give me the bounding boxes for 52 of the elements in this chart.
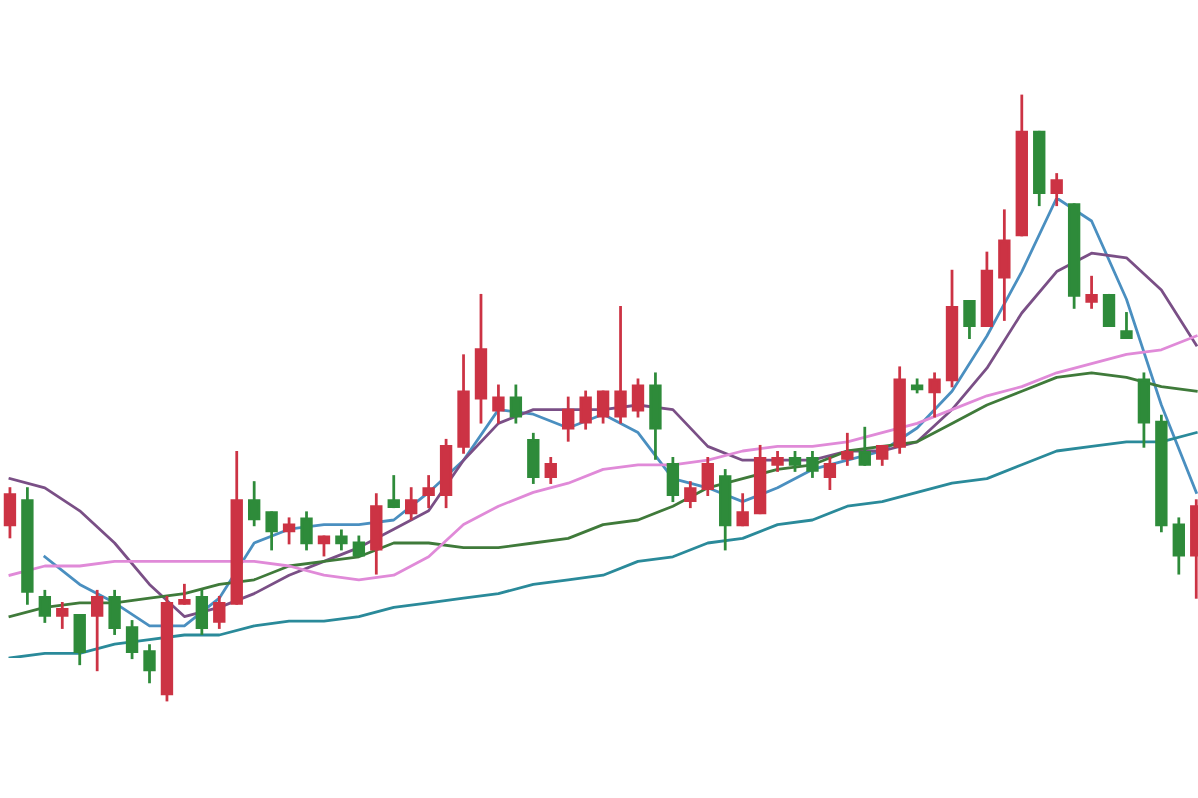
candlestick <box>125 620 139 660</box>
candlestick <box>335 529 348 551</box>
candlestick <box>1102 293 1116 327</box>
candlestick <box>736 493 749 527</box>
candlestick <box>509 384 523 424</box>
candlestick <box>684 481 697 509</box>
candlestick <box>387 475 400 509</box>
candlestick <box>422 475 435 509</box>
candlestick <box>352 535 366 557</box>
candlestick <box>248 481 261 527</box>
candlestick <box>562 396 575 442</box>
candlestick <box>143 644 156 684</box>
candlestick <box>1050 173 1063 207</box>
candlestick <box>317 535 331 557</box>
candlestick <box>788 450 802 472</box>
candlestick <box>858 426 871 466</box>
candlestick <box>1137 372 1151 448</box>
candlestick <box>178 583 191 605</box>
candlestick <box>631 378 645 418</box>
candlestick <box>1172 517 1185 575</box>
candlestick <box>614 306 627 424</box>
candlestick <box>405 487 418 521</box>
candlestick <box>38 589 52 623</box>
candlestick <box>195 589 209 635</box>
candlestick <box>213 595 226 629</box>
candlestick <box>876 444 889 466</box>
candlestick <box>823 457 837 490</box>
candlestick <box>544 457 557 484</box>
candlestick <box>282 517 296 545</box>
candlestick <box>1120 312 1133 339</box>
candlestick <box>998 209 1011 321</box>
candlestick <box>666 457 680 503</box>
candlestick <box>527 432 540 484</box>
candlestick <box>3 487 17 539</box>
candlestick <box>56 601 69 629</box>
candlestick <box>771 450 784 472</box>
candlestick <box>928 372 941 418</box>
candlestick <box>963 299 976 339</box>
candlestick <box>108 589 121 635</box>
candlestick <box>579 390 592 430</box>
candlestick <box>701 457 714 497</box>
candlestick <box>492 384 505 424</box>
candlestick <box>370 493 383 575</box>
candlestick <box>90 589 104 672</box>
candlestick <box>841 432 854 466</box>
candlestick <box>806 450 819 478</box>
candlestick <box>73 614 86 666</box>
candlestick <box>265 511 278 551</box>
candlestick <box>300 511 313 551</box>
candlestick <box>1085 275 1098 309</box>
candlestick <box>596 390 610 424</box>
candlestick <box>649 372 662 460</box>
